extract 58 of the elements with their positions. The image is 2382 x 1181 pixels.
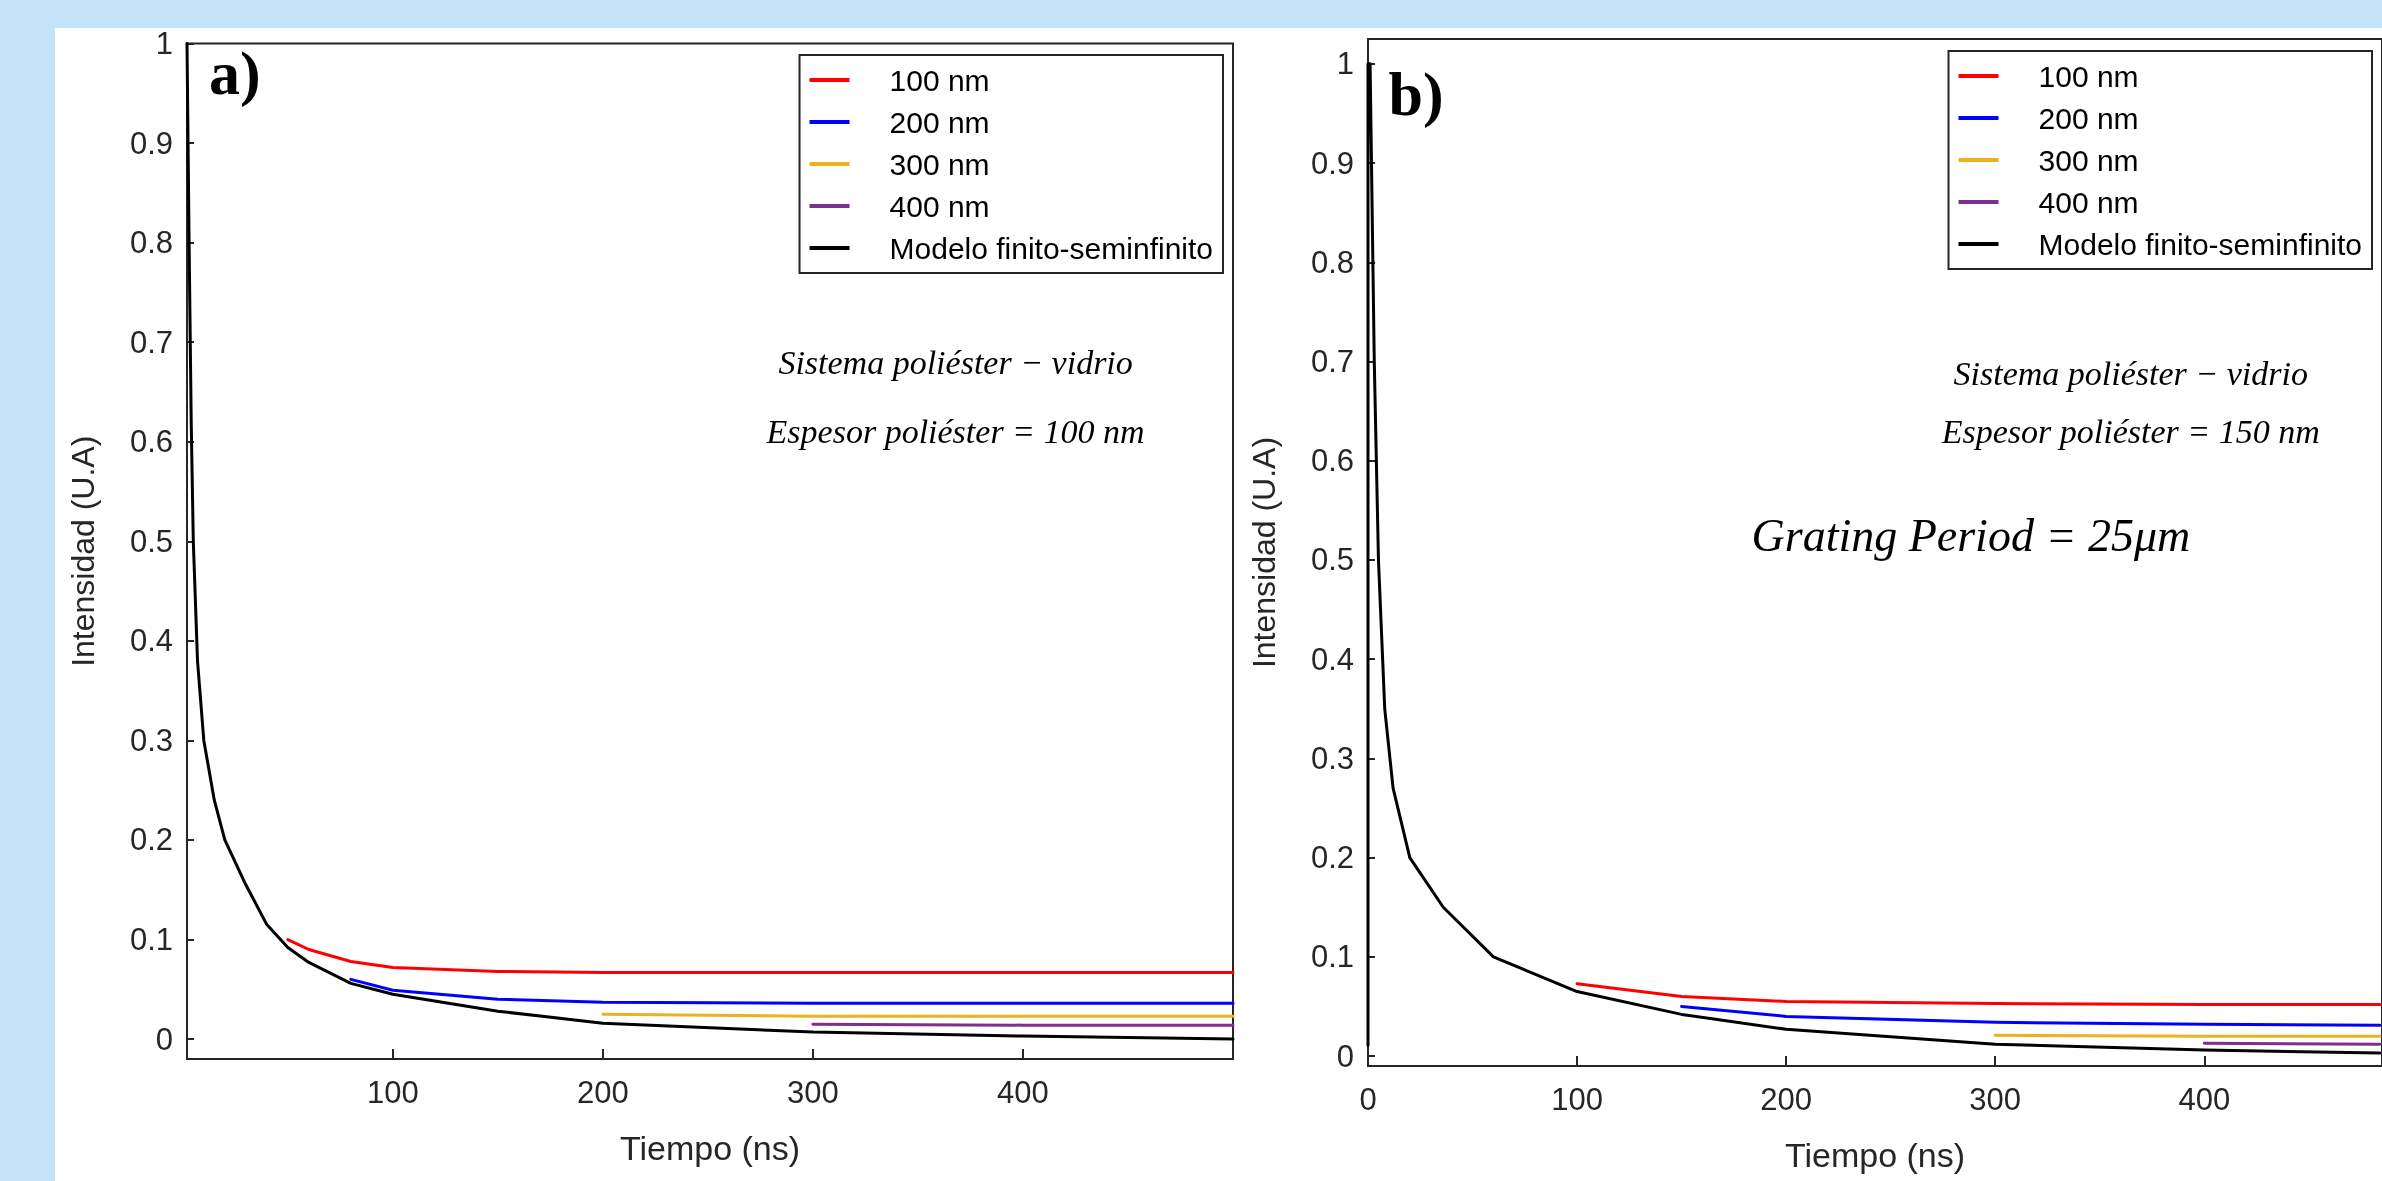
- y-tick-label: 0.6: [1310, 443, 1354, 479]
- y-tick-label: 0.5: [1310, 542, 1354, 578]
- annotation: Espesor poliéster = 100 nm: [765, 412, 1145, 450]
- y-tick-label: 0.9: [129, 125, 173, 161]
- x-axis-title: Tiempo (ns): [1784, 1136, 1966, 1174]
- y-tick-label: 0.3: [129, 722, 173, 758]
- x-axis-title: Tiempo (ns): [619, 1129, 801, 1167]
- legend-label: 100 nm: [889, 63, 990, 97]
- y-tick-label: 0.7: [1310, 343, 1354, 379]
- y-tick-label: 0: [1336, 1038, 1354, 1074]
- y-tick-label: 0.9: [1310, 145, 1354, 181]
- y-tick-label: 0.4: [129, 623, 173, 659]
- y-tick-label: 0.1: [129, 922, 173, 958]
- x-tick-label: 0: [1359, 1082, 1377, 1117]
- line-series: [349, 977, 1235, 1005]
- y-tick-label: 0.1: [1310, 939, 1354, 975]
- annotation: Sistema poliéster − vidrio: [1953, 355, 2308, 393]
- x-tick-label: 200: [577, 1075, 629, 1110]
- legend-label: 100 nm: [2038, 59, 2139, 93]
- y-tick-label: 0.2: [129, 822, 173, 858]
- line-series: [1366, 62, 2382, 1055]
- annotation: Espesor poliéster = 150 nm: [1940, 412, 2320, 450]
- annotation: Sistema poliéster − vidrio: [778, 343, 1133, 381]
- legend-label: 200 nm: [2038, 101, 2139, 135]
- y-tick-label: 0.7: [129, 324, 173, 360]
- y-tick-label: 0.5: [129, 523, 173, 559]
- y-axis-title: Intensidad (U.A): [65, 435, 101, 667]
- line-series: [185, 42, 1235, 1041]
- legend-label: 300 nm: [2038, 143, 2139, 177]
- x-tick-label: 400: [997, 1075, 1049, 1110]
- y-tick-label: 0.2: [1310, 840, 1354, 876]
- y-tick-label: 0.3: [1310, 740, 1354, 776]
- annotation: a): [209, 38, 261, 108]
- x-tick-label: 200: [1760, 1082, 1813, 1117]
- line-series: [1575, 982, 2382, 1006]
- x-tick-label: 100: [366, 1075, 419, 1110]
- y-tick-label: 1: [1336, 46, 1354, 82]
- annotation: Grating Period = 25μm: [1751, 509, 2191, 561]
- legend-label: 400 nm: [2038, 185, 2139, 219]
- legend-label: 400 nm: [889, 189, 990, 223]
- y-tick-label: 0.8: [129, 225, 173, 261]
- legend-label: Modelo finito-seminfinito: [2038, 227, 2362, 261]
- x-tick-label: 100: [1551, 1082, 1603, 1117]
- y-tick-label: 0.6: [129, 424, 173, 460]
- legend-label: 300 nm: [889, 147, 990, 181]
- legend-label: Modelo finito-seminfinito: [889, 231, 1213, 265]
- y-axis-title: Intensidad (U.A): [1246, 436, 1282, 669]
- y-tick-label: 0.4: [1310, 641, 1354, 677]
- legend-label: 200 nm: [889, 105, 990, 139]
- y-tick-label: 0.8: [1310, 244, 1354, 280]
- x-tick-label: 300: [1969, 1082, 2022, 1117]
- x-tick-label: 400: [2178, 1082, 2231, 1117]
- line-series: [286, 938, 1235, 974]
- y-tick-label: 0: [155, 1021, 173, 1057]
- line-series: [1680, 1004, 2382, 1027]
- y-tick-label: 1: [155, 26, 173, 61]
- x-tick-label: 300: [787, 1075, 839, 1110]
- annotation: b): [1388, 59, 1444, 129]
